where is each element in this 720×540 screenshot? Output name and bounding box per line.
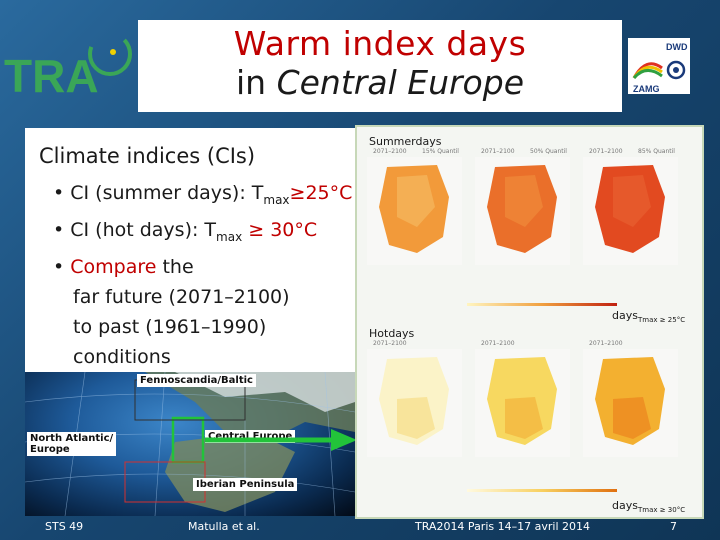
green-arrow-icon	[205, 429, 357, 451]
hot-map-85: 2071–2100	[583, 340, 678, 457]
compare-line-past: to past (1961–1990)	[73, 315, 267, 338]
zamg-text: ZAMG	[633, 84, 660, 94]
label-iberian: Iberian Peninsula	[193, 478, 298, 491]
bullet-summer-days: • CI (summer days): Tmax≥25°C	[53, 182, 353, 207]
dwd-text: DWD	[666, 42, 688, 52]
title-box: Warm index days in Central Europe	[138, 20, 622, 112]
slide-title-line1: Warm index days	[233, 24, 527, 63]
dwd-zamg-logo: DWD ZAMG	[628, 38, 690, 94]
summer-map-15: 2071–2100 15% Quantil	[367, 148, 462, 265]
hot-map-15: 2071–2100	[367, 340, 462, 457]
ci-bullet-list: • CI (summer days): Tmax≥25°C • CI (hot …	[53, 178, 352, 372]
hotdays-label: Hotdays	[369, 327, 415, 340]
label-fennoscandia: Fennoscandia/Baltic	[137, 374, 256, 387]
footer-page-number: 7	[670, 520, 677, 533]
europe-globe-image: Fennoscandia/Baltic North Atlantic/Europ…	[25, 372, 355, 516]
tra-logo: TRA	[4, 32, 132, 102]
label-north-atlantic: North Atlantic/Europe	[27, 432, 117, 456]
footer-conference: TRA2014 Paris 14–17 avril 2014	[415, 520, 590, 533]
summer-map-85: 2071–2100 85% Quantil	[583, 148, 678, 265]
maps-panel: Summerdays 2071–2100 15% Quantil 2071–21…	[355, 125, 704, 519]
summer-map-50: 2071–2100 50% Quantil	[475, 148, 570, 265]
summerdays-label: Summerdays	[369, 135, 442, 148]
slide-title-line2: in Central Europe	[236, 63, 524, 102]
hot-map-50: 2071–2100	[475, 340, 570, 457]
summer-unit-label: daysTmax ≥ 25°C	[612, 309, 686, 325]
summer-colorbar	[467, 303, 617, 306]
climate-indices-panel: Climate indices (CIs) • CI (summer days)…	[25, 128, 355, 373]
footer-author: Matulla et al.	[188, 520, 260, 533]
hot-colorbar	[467, 489, 617, 492]
footer-session: STS 49	[45, 520, 84, 533]
compare-line-future: far future (2071–2100)	[73, 285, 290, 308]
ci-heading: Climate indices (CIs)	[39, 144, 256, 168]
tra-logo-text: TRA	[4, 50, 99, 102]
title-region: Central Europe	[276, 63, 524, 102]
hot-unit-label: daysTmax ≥ 30°C	[612, 499, 686, 515]
bullet-compare: • Compare the	[53, 255, 194, 278]
compare-line-conditions: conditions	[73, 345, 171, 368]
bullet-hot-days: • CI (hot days): Tmax ≥ 30°C	[53, 218, 318, 244]
